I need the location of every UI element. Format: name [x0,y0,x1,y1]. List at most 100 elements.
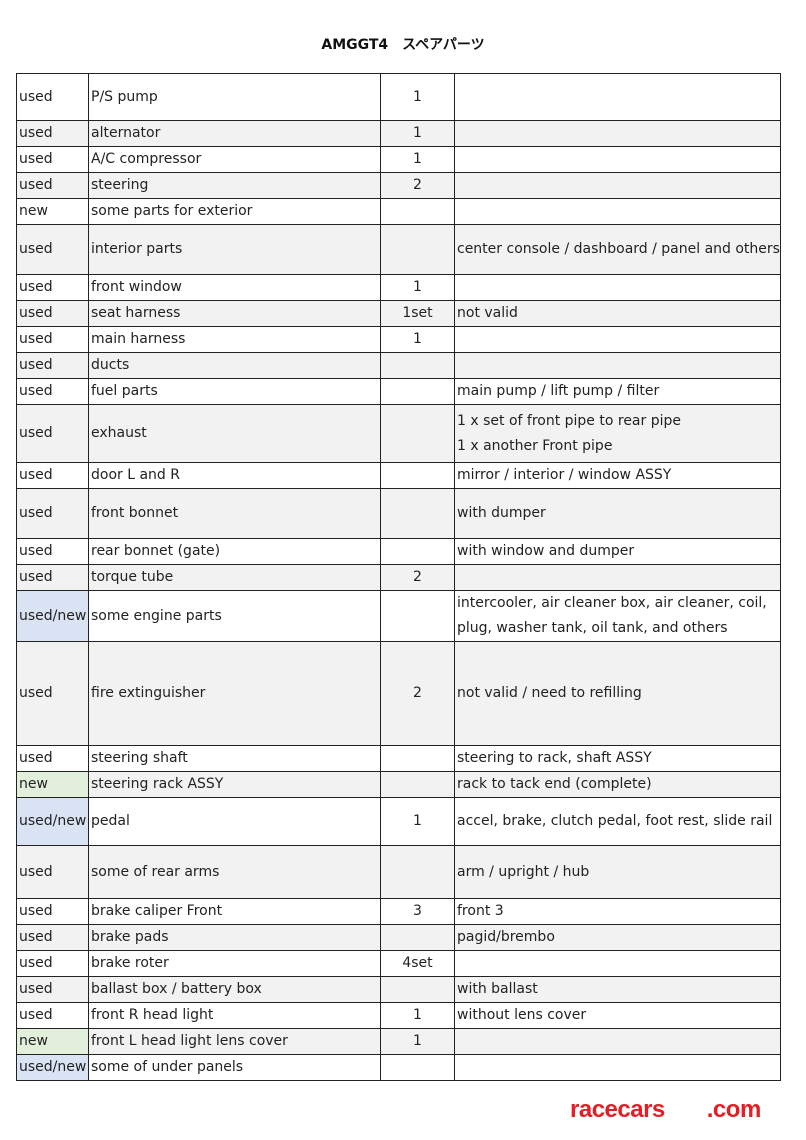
part-cell: brake roter [88,950,381,977]
part-cell: brake pads [88,924,381,951]
notes-cell: with window and dumper [454,538,781,565]
part-cell: fuel parts [88,378,381,405]
table-row: used main harness 1 [16,326,781,353]
condition-cell: used/new [16,590,89,642]
condition-cell: used [16,352,89,379]
table-row: used some of rear arms arm / upright / hub [16,845,781,899]
quantity-cell [380,198,455,225]
part-cell: A/C compressor [88,146,381,173]
notes-cell: main pump / lift pump / filter [454,378,781,405]
part-cell: alternator [88,120,381,147]
notes-cell: mirror / interior / window ASSY [454,462,781,489]
quantity-cell: 4set [380,950,455,977]
table-row: used P/S pump 1 [16,73,781,121]
quantity-cell [380,404,455,463]
table-row: used fire extinguisher 2 not valid / need t… [16,641,781,746]
part-cell: front R head light [88,1002,381,1029]
note-line: center console / dashboard / panel and o… [457,241,780,257]
condition-cell: used [16,845,89,899]
note-line: not valid [457,305,518,321]
table-row: new front L head light lens cover 1 [16,1028,781,1055]
notes-cell [454,564,781,591]
quantity-cell: 3 [380,898,455,925]
part-cell: fire extinguisher [88,641,381,746]
note-line: pagid/brembo [457,929,555,945]
notes-cell [454,1054,781,1081]
notes-cell [454,146,781,173]
notes-cell: steering to rack, shaft ASSY [454,745,781,772]
note-line: plug, washer tank, oil tank, and others [457,620,728,636]
table-row: used front R head light 1 without lens cove… [16,1002,781,1029]
quantity-cell [380,352,455,379]
condition-cell: used [16,898,89,925]
condition-cell: new [16,1028,89,1055]
table-row: used steering 2 [16,172,781,199]
note-line: accel, brake, clutch pedal, foot rest, s… [457,813,773,829]
table-row: used front bonnet with dumper [16,488,781,539]
quantity-cell: 1 [380,274,455,301]
condition-cell: used/new [16,1054,89,1081]
condition-cell: used [16,274,89,301]
page-title: AMGGT4 スペアパーツ [321,37,485,53]
quantity-cell: 1 [380,1002,455,1029]
note-line: intercooler, air cleaner box, air cleane… [457,595,767,611]
part-cell: brake caliper Front [88,898,381,925]
notes-cell: pagid/brembo [454,924,781,951]
quantity-cell [380,976,455,1003]
quantity-cell [380,845,455,899]
quantity-cell: 2 [380,172,455,199]
table-row: used torque tube 2 [16,564,781,591]
note-line: steering to rack, shaft ASSY [457,750,652,766]
notes-cell [454,274,781,301]
part-cell: some of under panels [88,1054,381,1081]
note-line: with ballast [457,981,538,997]
table-row: used rear bonnet (gate) with window and du… [16,538,781,565]
table-row: used brake pads pagid/brembo [16,924,781,951]
condition-cell: used [16,462,89,489]
table-row: used alternator 1 [16,120,781,147]
condition-cell: used [16,378,89,405]
table-row: used/new some engine parts intercooler, ai… [16,590,781,642]
notes-cell: front 3 [454,898,781,925]
part-cell: seat harness [88,300,381,327]
condition-cell: new [16,198,89,225]
part-cell: ducts [88,352,381,379]
notes-cell [454,950,781,977]
note-line: mirror / interior / window ASSY [457,467,672,483]
part-cell: some engine parts [88,590,381,642]
quantity-cell [380,462,455,489]
notes-cell: with dumper [454,488,781,539]
notes-cell [454,120,781,147]
note-line: without lens cover [457,1007,587,1023]
condition-cell: used [16,745,89,772]
quantity-cell: 1set [380,300,455,327]
condition-cell: used [16,538,89,565]
note-line: rack to tack end (complete) [457,776,652,792]
condition-cell: used [16,146,89,173]
table-row: used interior parts center console / dashb… [16,224,781,275]
part-cell: steering rack ASSY [88,771,381,798]
condition-cell: used [16,976,89,1003]
spare-parts-table: used P/S pump 1 used alternator 1 used A/C comp… [16,73,781,1081]
quantity-cell: 1 [380,120,455,147]
condition-cell: used [16,488,89,539]
racecars-logo-watermark: racecars .com [570,1096,761,1123]
note-line: arm / upright / hub [457,863,590,880]
quantity-cell [380,745,455,772]
notes-cell: with ballast [454,976,781,1003]
notes-cell: intercooler, air cleaner box, air cleane… [454,590,781,642]
condition-cell: used [16,404,89,463]
quantity-cell: 2 [380,641,455,746]
quantity-cell: 1 [380,1028,455,1055]
quantity-cell [380,771,455,798]
condition-cell: used [16,1002,89,1029]
note-line: not valid / need to refilling [457,685,642,701]
table-row: new some parts for exterior [16,198,781,225]
part-cell: P/S pump [88,73,381,121]
notes-cell [454,352,781,379]
condition-cell: used [16,641,89,746]
quantity-cell: 1 [380,326,455,353]
condition-cell: used [16,300,89,327]
table-row: used fuel parts main pump / lift pump / fi… [16,378,781,405]
note-line: with dumper [457,505,546,521]
